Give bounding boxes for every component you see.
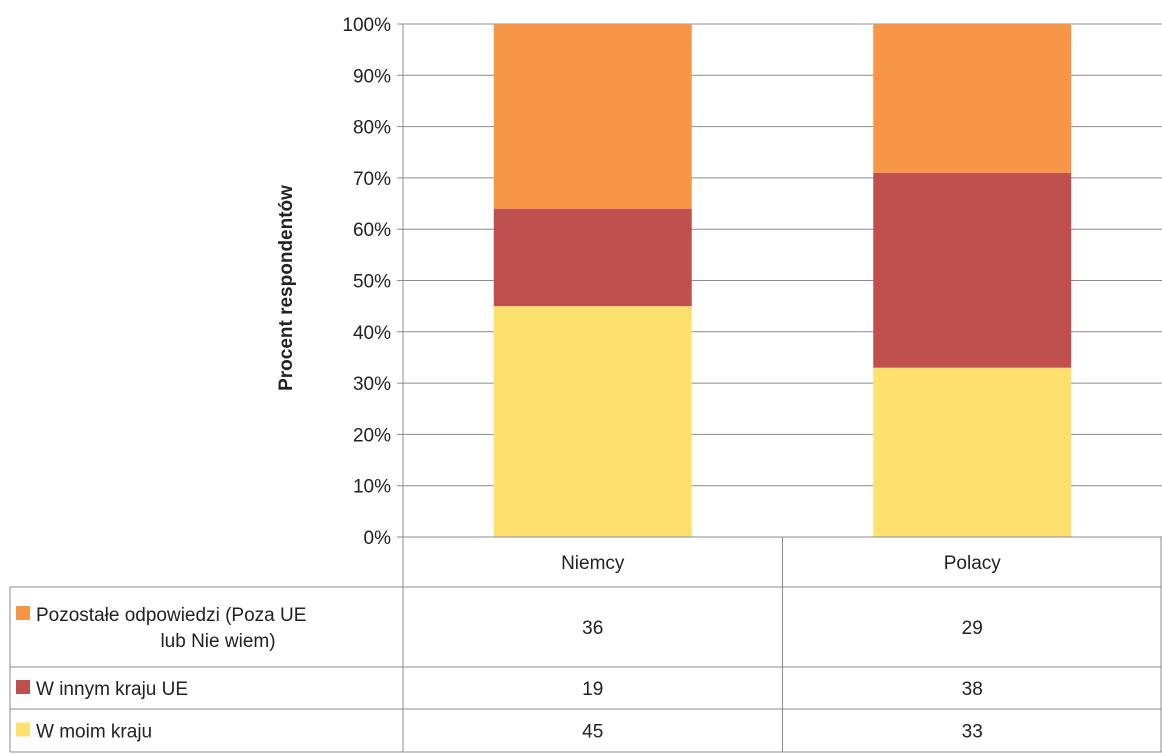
- legend-label: W moim kraju: [36, 722, 152, 743]
- legend-swatch: [16, 680, 30, 694]
- data-value: 36: [582, 618, 603, 639]
- y-tick-label: 20%: [353, 425, 391, 446]
- category-label: Polacy: [944, 553, 1002, 574]
- y-tick-label: 90%: [353, 66, 391, 87]
- y-axis-label: Procent respondentów: [276, 185, 297, 391]
- y-tick-label: 100%: [342, 15, 391, 36]
- legend-label: Pozostałe odpowiedzi (Poza UE: [36, 605, 306, 626]
- bar-segment: [873, 367, 1072, 537]
- bar-segment: [873, 24, 1072, 173]
- y-tick-label: 10%: [353, 477, 391, 498]
- bar-segment: [493, 24, 692, 209]
- bar-segment: [493, 208, 692, 307]
- data-value: 29: [962, 618, 983, 639]
- bar-stacks: [493, 24, 1072, 537]
- category-label: Niemcy: [561, 553, 625, 574]
- y-tick-label: 0%: [364, 528, 392, 549]
- y-axis-ticks: 0% 10% 20% 30% 40% 50% 60% 70% 80% 90% 100%: [342, 15, 391, 549]
- y-tick-label: 30%: [353, 374, 391, 395]
- data-table: Niemcy Polacy Pozostałe odpowiedzi (Poza U…: [9, 536, 1162, 753]
- legend-swatch: [16, 722, 30, 737]
- y-tick-label: 50%: [353, 272, 391, 293]
- bar-segment: [493, 306, 692, 537]
- legend-swatch: [16, 606, 30, 620]
- legend-label: W innym kraju UE: [36, 679, 188, 700]
- legend-label: lub Nie wiem): [160, 631, 275, 652]
- data-value: 19: [582, 679, 603, 700]
- y-tick-label: 70%: [353, 169, 391, 190]
- y-tick-label: 40%: [353, 323, 391, 344]
- data-value: 38: [962, 679, 983, 700]
- y-tick-label: 80%: [353, 118, 391, 139]
- bar-segment: [873, 172, 1072, 368]
- data-value: 45: [582, 722, 603, 743]
- data-value: 33: [962, 722, 983, 743]
- y-tick-label: 60%: [353, 220, 391, 241]
